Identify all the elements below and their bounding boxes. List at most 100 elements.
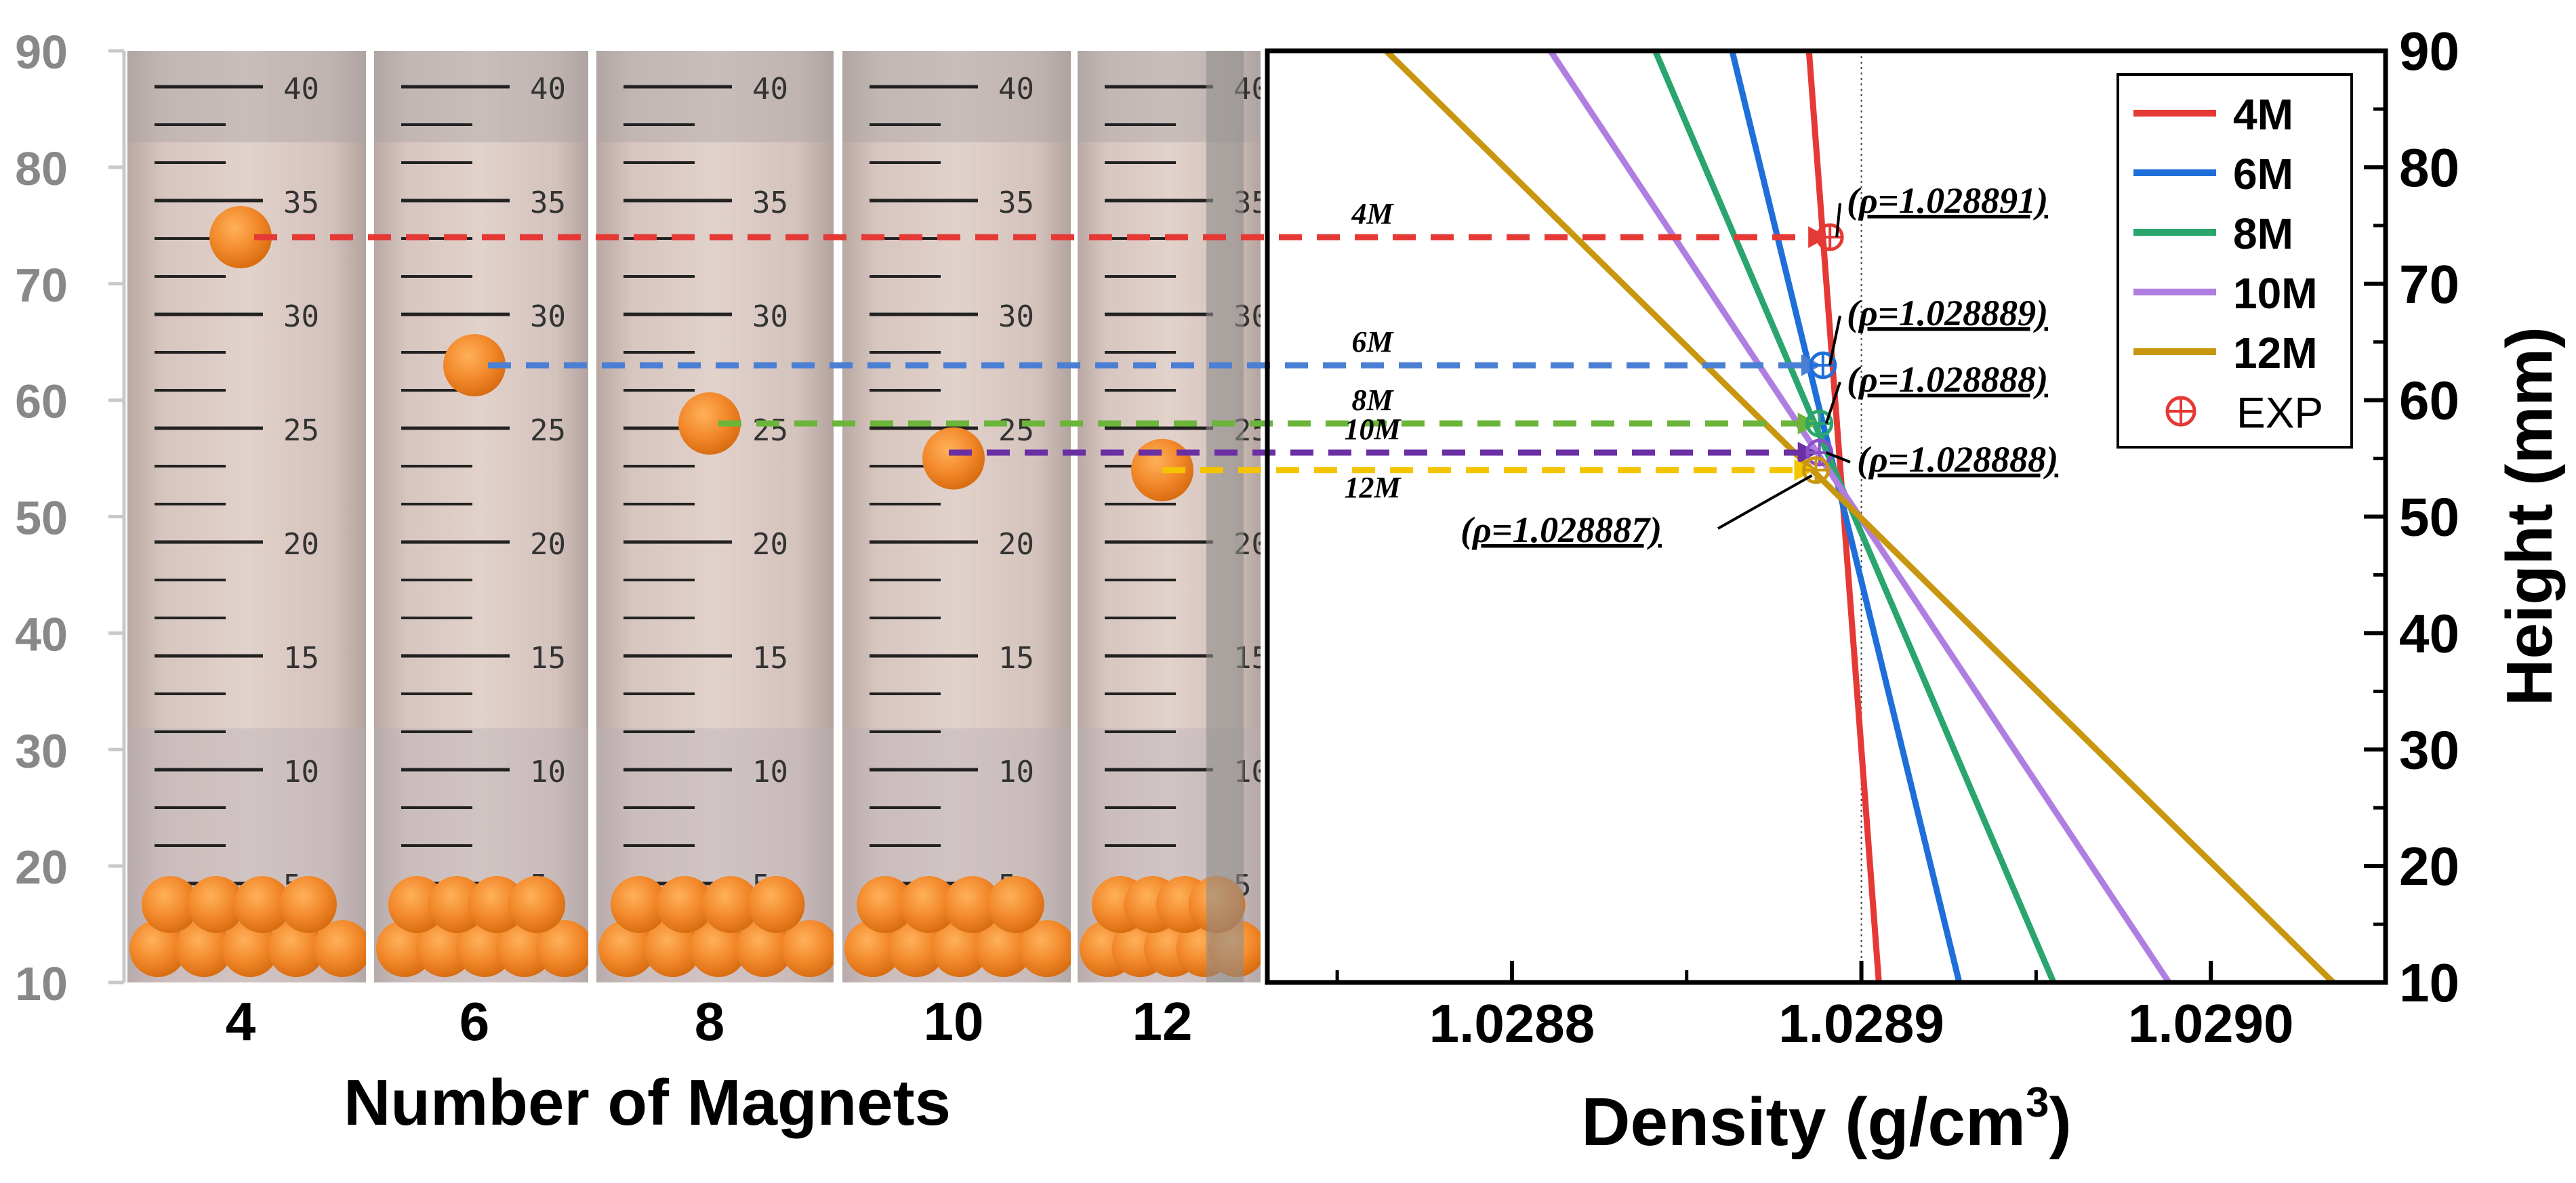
legend-entries: 4M 6M 8M 10M 12M EXP <box>2133 90 2323 437</box>
legend-entry-8M: 8M <box>2133 209 2293 258</box>
photo-y-axis: 90 80 70 60 50 40 30 20 10 <box>15 26 126 1010</box>
settled-bead <box>416 920 473 977</box>
x-tick-label: 1.0288 <box>1429 993 1595 1054</box>
tube-photo-panel: 40353025201510544035302520151056 40 35 30 25… <box>15 26 1269 1139</box>
y-tick-label: 80 <box>2399 138 2459 198</box>
settled-beads <box>844 876 1076 977</box>
settled-bead <box>280 876 337 933</box>
density-x-axis-label-close: ) <box>2049 1084 2071 1160</box>
settled-bead <box>508 876 565 933</box>
tube-scale-label: 25 <box>998 413 1034 448</box>
rho-leader-line <box>1824 381 1841 424</box>
tube-4M: 4035302520151054 <box>127 51 374 1052</box>
height-y-axis: 90 80 70 60 50 40 30 20 10 <box>2364 21 2459 1013</box>
arrow-label-12M: 12M <box>1344 471 1402 504</box>
settled-bead <box>268 920 325 977</box>
settled-bead <box>702 876 759 933</box>
arrow-label-10M: 10M <box>1344 413 1402 446</box>
settled-bead <box>690 920 747 977</box>
y-tick-label: 70 <box>2399 254 2459 314</box>
settled-bead <box>943 876 1001 933</box>
settled-bead <box>176 920 232 977</box>
density-x-axis-label-sup: 3 <box>2026 1079 2049 1126</box>
rho-annotation-text: (ρ=1.028887) <box>1460 510 1662 550</box>
tube-divider <box>1071 51 1079 982</box>
settled-bead <box>468 876 525 933</box>
tube-6M: 4035302520151056 <box>374 51 596 1052</box>
settled-beads <box>129 876 371 977</box>
rho-annotation-text: (ρ=1.028889) <box>1847 293 2048 333</box>
tube-scale-label: 25 <box>283 413 319 448</box>
settled-bead <box>142 876 199 933</box>
tube-scale-label: 40 <box>283 72 319 106</box>
tube-8M: 4035302520151058 <box>596 51 842 1052</box>
y-tick-label: 50 <box>2399 487 2459 547</box>
floating-bead <box>678 392 741 455</box>
tube-12-glass-edge <box>1206 51 1244 982</box>
tube-scale-label: 15 <box>998 641 1034 676</box>
tube-scale-label: 10 <box>283 755 319 789</box>
legend-label: 10M <box>2233 269 2318 318</box>
arrow-label-8M: 8M <box>1351 383 1394 417</box>
y-tick-label: 20 <box>2399 836 2459 896</box>
settled-bead <box>496 920 553 977</box>
density-x-axis: 1.0288 1.0289 1.0290 <box>1335 961 2388 1054</box>
tube-scale-label: 35 <box>530 186 566 220</box>
settled-bead <box>376 920 433 977</box>
settled-bead <box>735 920 793 977</box>
settled-bead <box>536 920 593 977</box>
legend-entry-4M: 4M <box>2133 90 2293 139</box>
rho-annotation-4M: (ρ=1.028891) <box>1835 180 2048 238</box>
series-lines <box>1384 48 2335 985</box>
tube-scale-label: 10 <box>998 755 1034 789</box>
series-line-12M <box>1384 48 2335 985</box>
tube-scale-label: 30 <box>752 299 788 334</box>
legend: 4M 6M 8M 10M 12M EXP <box>2117 73 2353 449</box>
tube-top-band <box>842 51 1071 142</box>
settled-bead <box>234 876 291 933</box>
legend-entry-exp: EXP <box>2165 388 2323 437</box>
y-tick-label: 90 <box>2399 21 2459 81</box>
tube-body <box>127 51 366 982</box>
tube-scale-label: 10 <box>752 755 788 789</box>
settled-bead <box>456 920 513 977</box>
tube-scale-label: 35 <box>998 186 1034 220</box>
settled-bead <box>222 920 279 977</box>
tube-top-band <box>596 51 834 142</box>
photo-y-tick-label: 80 <box>15 142 68 195</box>
y-tick-label: 30 <box>2399 720 2459 780</box>
tube-top-band <box>374 51 588 142</box>
tube-scale-label: 15 <box>752 641 788 676</box>
tube-divider <box>366 51 374 982</box>
legend-label: 12M <box>2233 329 2318 377</box>
settled-bead <box>388 876 445 933</box>
exp-markers <box>1802 223 1844 484</box>
arrow-label-6M: 6M <box>1351 325 1394 358</box>
tube-scale-label: 25 <box>752 413 788 448</box>
settled-bead <box>1019 920 1076 977</box>
photo-x-tick-label: 6 <box>459 991 490 1052</box>
photo-y-tick-label: 20 <box>15 841 68 894</box>
density-x-axis-label-main: Density (g/cm <box>1581 1084 2026 1160</box>
rho-annotation-text: (ρ=1.028888) <box>1857 439 2058 480</box>
density-x-axis-label: Density (g/cm3) <box>1581 1079 2072 1160</box>
photo-x-tick-label: 4 <box>226 991 256 1052</box>
y-tick-label: 10 <box>2399 953 2459 1013</box>
height-y-axis-label: Height (mm) <box>2493 327 2566 706</box>
floating-bead <box>209 206 272 268</box>
y-tick-label: 40 <box>2399 603 2459 663</box>
tube-scale-label: 30 <box>998 299 1034 334</box>
photo-y-tick-label: 30 <box>15 724 68 777</box>
settled-bead <box>931 920 989 977</box>
tube-top-band <box>127 51 366 142</box>
x-tick-label: 1.0289 <box>1778 993 1944 1054</box>
photo-y-tick-label: 60 <box>15 375 68 428</box>
rho-annotation-10M: (ρ=1.028888) <box>1825 439 2058 480</box>
tube-scale-label: 20 <box>998 527 1034 562</box>
tube-scale-label: 15 <box>530 641 566 676</box>
tube-scale-label: 20 <box>752 527 788 562</box>
settled-bead <box>428 876 485 933</box>
x-tick-label: 1.0290 <box>2128 993 2294 1054</box>
settled-beads <box>598 876 838 977</box>
